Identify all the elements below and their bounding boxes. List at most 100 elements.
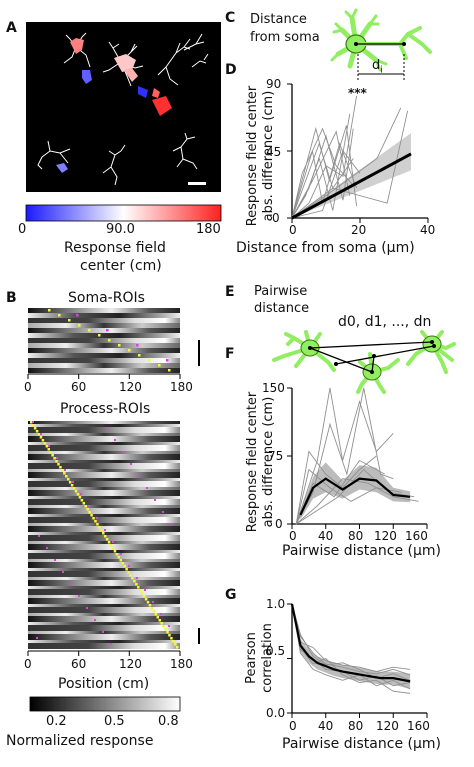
heatmap-row xyxy=(28,313,180,318)
peak-marker xyxy=(55,460,58,463)
colorbar-a-label-line2: center (cm) xyxy=(80,258,162,274)
heatmap-row xyxy=(28,478,180,481)
panel-c-title-line2: from soma xyxy=(250,30,320,45)
panel-label-d: D xyxy=(225,62,237,78)
peak-marker xyxy=(150,607,154,610)
peak-marker xyxy=(43,442,47,445)
peak-marker xyxy=(118,344,121,347)
peak-marker xyxy=(90,514,93,517)
peak-marker xyxy=(127,571,130,574)
scale-bar xyxy=(188,182,206,185)
field-marker xyxy=(122,451,124,453)
field-marker xyxy=(162,511,164,513)
chart-f-plot xyxy=(287,387,428,529)
confidence-band xyxy=(292,604,411,690)
series-line xyxy=(291,603,411,676)
heatmap-row xyxy=(28,628,180,631)
series-line xyxy=(291,95,358,219)
field-marker xyxy=(138,475,140,477)
peak-marker xyxy=(53,457,56,460)
peak-marker xyxy=(168,369,171,372)
heatmap-row xyxy=(28,469,180,472)
peak-marker xyxy=(135,583,138,586)
field-marker xyxy=(106,427,108,429)
heatmap-row xyxy=(28,318,180,323)
peak-marker xyxy=(108,339,111,342)
chart-g-xtick-0: 0 xyxy=(289,719,297,733)
chart-f-xtick-1: 40 xyxy=(318,529,334,543)
heatmap-row xyxy=(28,553,180,556)
field-marker xyxy=(120,553,122,555)
peak-marker xyxy=(148,604,152,607)
heatmap-row xyxy=(28,481,180,484)
heatmap-row xyxy=(28,502,180,505)
heatmap-row xyxy=(28,556,180,559)
heatmap-row xyxy=(28,472,180,475)
cell-region-pink xyxy=(114,54,136,72)
panel-label-c: C xyxy=(225,10,236,26)
mean-line xyxy=(290,603,411,683)
field-marker xyxy=(48,445,50,447)
chart-d-significance: *** xyxy=(348,86,367,100)
field-marker xyxy=(38,535,40,537)
peak-marker xyxy=(129,574,132,577)
chart-d-xtick-1: 20 xyxy=(351,223,367,237)
colored-cell-regions xyxy=(56,38,172,173)
chart-f-ytick-1: 75 xyxy=(268,449,284,463)
heatmap-row xyxy=(28,460,180,463)
heatmap-row xyxy=(28,526,180,529)
heatmap-row xyxy=(28,427,180,430)
heatmap-row xyxy=(28,622,180,625)
heatmap-row xyxy=(28,445,180,448)
chart-d-xlabel: Distance from soma (μm) xyxy=(236,240,415,256)
colorbar-b-tick-0: 0.2 xyxy=(46,714,67,729)
chart-d-plot xyxy=(287,83,429,223)
process-xlabel: Position (cm) xyxy=(58,676,150,692)
series-line xyxy=(291,603,411,694)
heatmap-row xyxy=(28,574,180,577)
field-marker xyxy=(78,595,80,597)
panel-b-colorbar xyxy=(29,696,181,712)
field-marker xyxy=(170,523,172,525)
chart-g-xtick-1: 40 xyxy=(318,719,334,733)
peak-marker xyxy=(146,601,150,604)
soma-xtick-0: 0 xyxy=(24,380,32,394)
peak-marker xyxy=(88,511,91,514)
field-marker xyxy=(114,439,116,441)
heatmap-row xyxy=(28,637,180,640)
colorbar-a-label-line1: Response field xyxy=(64,240,166,256)
panel-c-title-line1: Distance xyxy=(250,12,307,27)
process-xaxis xyxy=(27,650,181,656)
chart-f-ytick-2: 150 xyxy=(262,381,285,395)
heatmap-row xyxy=(28,601,180,604)
peak-marker xyxy=(78,496,82,499)
field-marker xyxy=(166,359,169,362)
peak-marker xyxy=(174,643,177,646)
heatmap-row xyxy=(28,463,180,466)
peak-marker xyxy=(30,421,33,424)
series-line xyxy=(295,450,377,525)
series-line xyxy=(291,110,409,219)
field-marker xyxy=(88,505,90,507)
heatmap-row xyxy=(28,640,180,643)
chart-f-xtick-0: 0 xyxy=(289,529,297,543)
cell-region-red xyxy=(70,38,84,54)
series-line xyxy=(295,387,394,525)
series-line xyxy=(291,603,411,673)
soma-xtick-2: 120 xyxy=(119,380,142,394)
peak-marker xyxy=(68,319,71,322)
chart-f-xlabel: Pairwise distance (μm) xyxy=(282,543,441,559)
peak-marker xyxy=(158,364,161,367)
chart-f-xtick-3: 120 xyxy=(374,529,397,543)
field-marker xyxy=(128,565,130,567)
cell-trace xyxy=(172,132,198,170)
heatmap-row xyxy=(28,511,180,514)
series-line xyxy=(295,459,386,525)
chart-d-xtick-0: 0 xyxy=(289,223,297,237)
chart-d-xtick-2: 40 xyxy=(420,223,436,237)
peak-marker xyxy=(138,354,141,357)
field-marker xyxy=(54,559,56,561)
peak-marker xyxy=(148,359,151,362)
heatmap-row xyxy=(28,583,180,586)
heatmap-row xyxy=(28,484,180,487)
